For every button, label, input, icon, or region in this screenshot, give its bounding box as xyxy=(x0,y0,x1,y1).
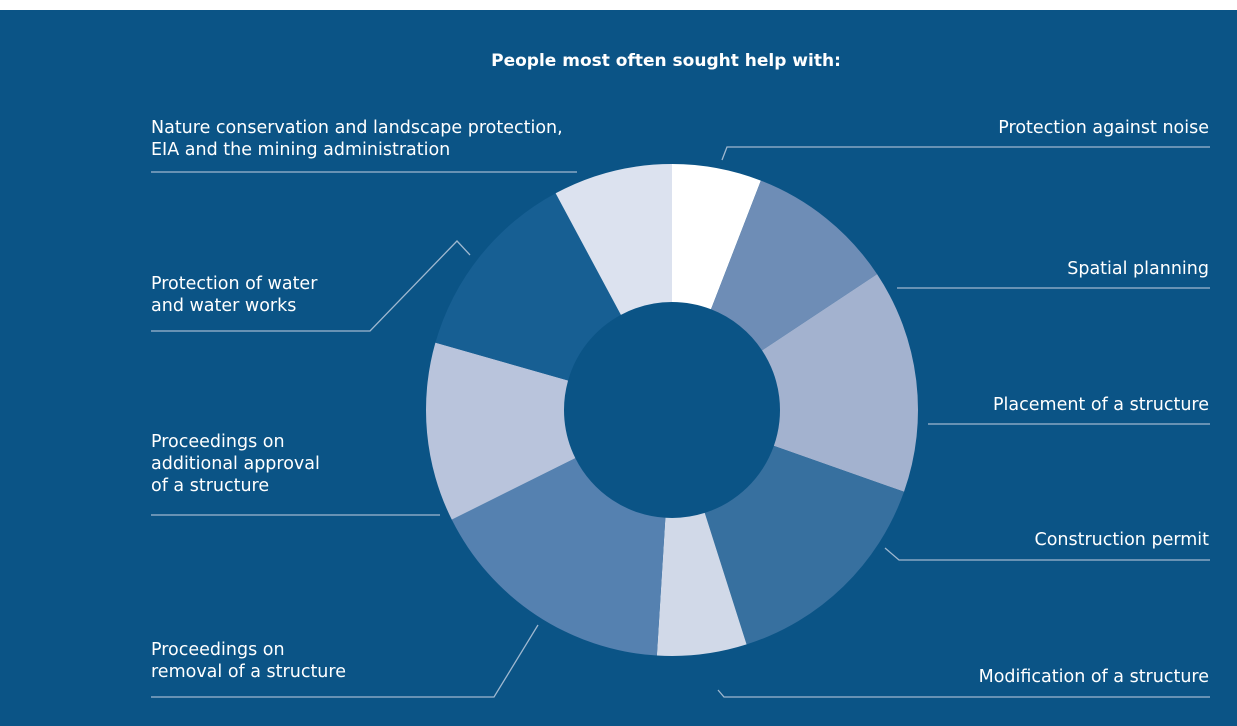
slice-label-protection-against-noise: Protection against noise xyxy=(998,118,1209,138)
slice-label-proceedings-on-removal-of-a-structure: Proceedings on removal of a structure xyxy=(151,640,346,682)
slice-label-nature-conservation-and-landscape-protection-eia-and-the-mining-administration: Nature conservation and landscape protec… xyxy=(151,118,563,160)
slice-proceedings-on-removal-of-a-structure xyxy=(451,458,666,656)
leader-line-proceedings-on-removal-of-a-structure xyxy=(151,624,539,698)
slice-label-line: Protection against noise xyxy=(998,118,1209,138)
slice-label-line: Proceedings on xyxy=(151,640,285,660)
slice-label-line: Protection of water xyxy=(151,274,318,294)
slice-label-modification-of-a-structure: Modification of a structure xyxy=(979,667,1209,687)
slice-label-line: and water works xyxy=(151,296,296,316)
slice-label-line: additional approval xyxy=(151,454,320,474)
chart-title: People most often sought help with: xyxy=(491,51,841,71)
slice-placement-of-a-structure xyxy=(762,274,918,492)
slice-protection-of-water-and-water-works xyxy=(435,193,621,381)
slice-modification-of-a-structure xyxy=(656,512,747,656)
slice-nature-conservation-and-landscape-protection-eia-and-the-mining-administration xyxy=(555,164,672,315)
slice-label-protection-of-water-and-water-works: Protection of water and water works xyxy=(151,274,318,316)
slice-label-proceedings-on-additional-approval-of-a-structure: Proceedings on additional approval of a st… xyxy=(151,432,320,496)
slice-spatial-planning xyxy=(711,180,878,351)
slice-label-construction-permit: Construction permit xyxy=(1034,530,1209,550)
slice-label-line: EIA and the mining administration xyxy=(151,140,450,160)
slice-label-placement-of-a-structure: Placement of a structure xyxy=(993,395,1209,415)
slice-label-line: Proceedings on xyxy=(151,432,285,452)
slice-label-line: Spatial planning xyxy=(1067,259,1209,279)
leader-line-protection-of-water-and-water-works xyxy=(151,240,471,332)
slice-proceedings-on-additional-approval-of-a-structure xyxy=(425,342,576,520)
slice-protection-against-noise xyxy=(672,164,761,310)
slice-label-line: Construction permit xyxy=(1034,530,1209,550)
leader-line-modification-of-a-structure xyxy=(717,689,1210,698)
slice-label-line: Modification of a structure xyxy=(979,667,1209,687)
slice-label-spatial-planning: Spatial planning xyxy=(1067,259,1209,279)
leader-line-protection-against-noise xyxy=(721,146,1210,161)
slice-label-line: removal of a structure xyxy=(151,662,346,682)
slice-construction-permit xyxy=(704,445,905,645)
slice-label-line: Placement of a structure xyxy=(993,395,1209,415)
leader-line-construction-permit xyxy=(884,547,1210,561)
slice-label-line: Nature conservation and landscape protec… xyxy=(151,118,563,138)
slice-label-line: of a structure xyxy=(151,476,269,496)
